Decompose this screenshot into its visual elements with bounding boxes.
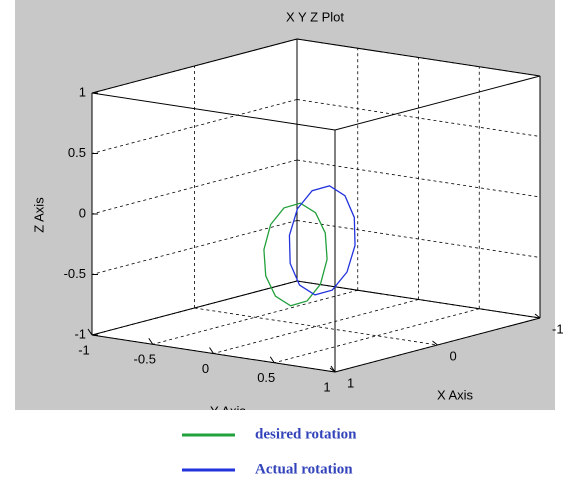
z-tick-label: -0.5 bbox=[64, 266, 86, 281]
grid-line bbox=[91, 159, 298, 215]
legend: desired rotation Actual rotation bbox=[182, 426, 357, 477]
z-tick-label: -1 bbox=[74, 326, 86, 341]
data-line bbox=[263, 202, 328, 307]
box-edge bbox=[91, 280, 298, 336]
grid-line bbox=[91, 99, 298, 154]
x-tick bbox=[432, 340, 438, 346]
grid-line bbox=[296, 220, 541, 258]
grid-line bbox=[152, 289, 358, 345]
x-tick bbox=[534, 313, 541, 319]
box-edge bbox=[334, 75, 541, 131]
y-tick-label: -0.5 bbox=[134, 352, 156, 367]
grid-line bbox=[296, 159, 541, 198]
z-axis-label: Z Axis bbox=[31, 197, 46, 233]
axes-background bbox=[92, 39, 540, 372]
box-edge bbox=[91, 92, 336, 131]
y-tick-label: -1 bbox=[78, 342, 90, 357]
x-tick-label: 1 bbox=[347, 375, 354, 390]
box-edge bbox=[296, 280, 541, 319]
grid-line bbox=[274, 308, 480, 364]
chart-title: X Y Z Plot bbox=[286, 9, 344, 24]
z-tick-label: 1 bbox=[79, 84, 86, 99]
grid-line bbox=[296, 99, 541, 137]
y-tick bbox=[148, 337, 154, 345]
grid-line bbox=[194, 307, 438, 346]
plot-area: -1 -0.5 0 0.5 1 -1 -0.5 0 0.5 1 -1 0 1 bbox=[64, 38, 564, 394]
page-background bbox=[0, 410, 568, 481]
z-tick-label: 0 bbox=[79, 205, 86, 220]
y-tick bbox=[269, 356, 275, 364]
y-tick bbox=[209, 347, 214, 354]
legend-label: desired rotation bbox=[255, 426, 357, 442]
z-tick-label: 0.5 bbox=[68, 145, 86, 160]
legend-label: Actual rotation bbox=[255, 461, 353, 477]
box-edge bbox=[296, 38, 541, 77]
y-tick-label: 1 bbox=[323, 379, 330, 394]
x-tick-label: 0 bbox=[450, 348, 457, 363]
x-axis-label: X Axis bbox=[437, 387, 474, 402]
x-tick-label: -1 bbox=[552, 321, 564, 336]
y-tick-label: 0 bbox=[202, 361, 209, 376]
y-tick-label: 0.5 bbox=[257, 370, 275, 385]
box-edge bbox=[91, 38, 298, 94]
data-line bbox=[288, 185, 356, 296]
x-tick bbox=[329, 367, 336, 373]
y-tick bbox=[87, 328, 93, 336]
grid-line bbox=[213, 299, 419, 354]
grid-line bbox=[91, 220, 298, 275]
